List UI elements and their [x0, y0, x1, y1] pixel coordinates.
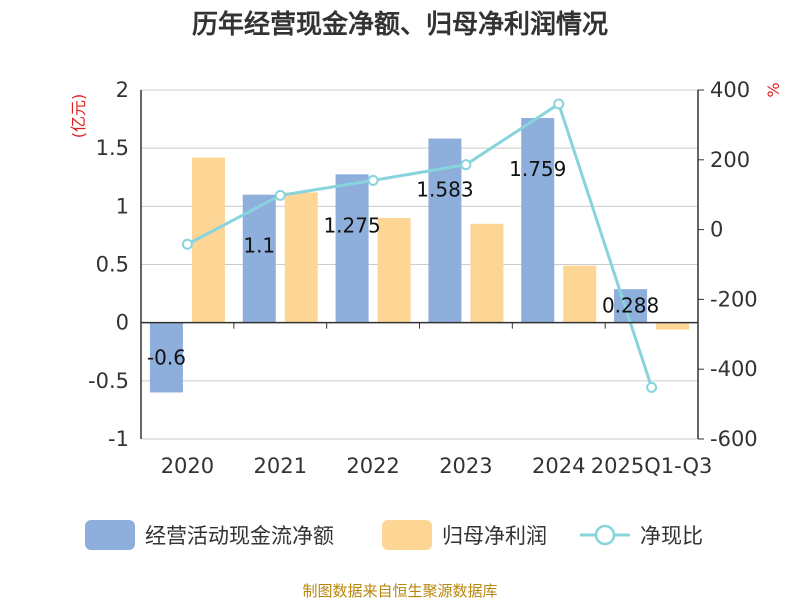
bar-cashflow: [242, 194, 276, 323]
right-tick-label: -600: [710, 427, 758, 451]
x-tick-label: 2024: [532, 454, 585, 478]
legend-item-ratio[interactable]: 净现比: [580, 524, 703, 548]
ratio-point: [460, 159, 472, 171]
ratio-point: [181, 238, 193, 250]
x-tick-label: 2021: [254, 454, 307, 478]
cashflow-data-label: 0.288: [602, 294, 659, 318]
left-tick-label: 0: [116, 311, 129, 335]
axes: -1 -0.5 0 0.5 1 1.5 2 -600 -400 -200 0 200 400 2020 20…: [88, 78, 758, 478]
left-tick-label: 1: [116, 194, 129, 218]
x-tick-label: 2023: [439, 454, 492, 478]
right-tick-label: -200: [710, 287, 758, 311]
x-tick-label: 2025Q1-Q3: [591, 454, 713, 478]
bar-netprofit: [563, 265, 597, 323]
cashflow-data-label: -0.6: [147, 346, 186, 370]
legend: 经营活动现金流净额 归母净利润 净现比: [85, 520, 703, 550]
bar-cashflow: [149, 322, 183, 393]
right-tick-label: 400: [710, 78, 750, 102]
bar-netprofit: [284, 192, 318, 323]
cashflow-data-label: 1.759: [509, 157, 566, 181]
ratio-point: [367, 174, 379, 186]
right-tick-label: 0: [710, 218, 723, 242]
bar-cashflow: [335, 174, 369, 323]
ratio-point: [274, 189, 286, 201]
legend-item-cashflow[interactable]: 经营活动现金流净额: [85, 520, 334, 550]
right-tick-label: 200: [710, 148, 750, 172]
bar-netprofit: [656, 322, 690, 330]
right-axis-unit: %: [764, 82, 783, 97]
left-tick-label: 1.5: [96, 136, 129, 160]
chart-title: 历年经营现金净额、归母净利润情况: [192, 9, 608, 40]
x-tick-label: 2022: [346, 454, 399, 478]
legend-label-ratio: 净现比: [640, 524, 703, 548]
legend-swatch-cashflow: [85, 520, 135, 550]
data-labels: -0.6 1.1 1.275 1.583 1.759 0.288: [147, 157, 659, 370]
bar-cashflow: [614, 289, 648, 323]
ratio-point: [553, 98, 565, 110]
bar-cashflow: [521, 118, 555, 323]
cashflow-data-label: 1.275: [323, 213, 380, 237]
right-tick-label: -400: [710, 357, 758, 381]
legend-item-netprofit[interactable]: 归母净利润: [382, 520, 547, 550]
ratio-point: [646, 381, 658, 393]
source-note: 制图数据来自恒生聚源数据库: [302, 582, 497, 600]
x-tick-label: 2020: [161, 454, 214, 478]
bars: [149, 118, 690, 393]
left-tick-label: 0.5: [96, 253, 129, 277]
cashflow-data-label: 1.1: [243, 234, 275, 258]
left-axis-unit: (亿元): [69, 94, 88, 139]
ratio-line: [181, 98, 658, 393]
left-tick-label: -1: [108, 427, 129, 451]
cashflow-data-label: 1.583: [416, 178, 473, 202]
legend-label-netprofit: 归母净利润: [442, 524, 547, 548]
left-tick-label: -0.5: [88, 369, 129, 393]
left-tick-label: 2: [116, 78, 129, 102]
bar-netprofit: [377, 217, 411, 323]
legend-label-cashflow: 经营活动现金流净额: [145, 524, 334, 548]
legend-swatch-netprofit: [382, 520, 432, 550]
bar-netprofit: [470, 223, 504, 323]
ratio-line-path: [186, 101, 654, 388]
legend-marker-ratio: [594, 524, 616, 546]
